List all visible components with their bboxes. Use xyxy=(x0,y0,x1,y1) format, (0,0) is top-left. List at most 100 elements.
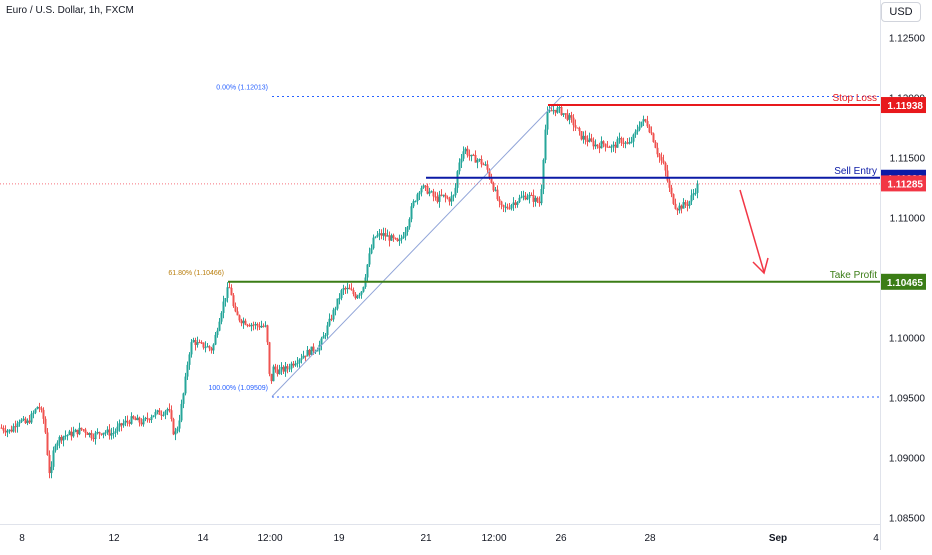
candle-body xyxy=(694,192,697,194)
candle-body xyxy=(614,144,617,148)
candle-body xyxy=(564,113,567,115)
candle-body xyxy=(596,144,599,147)
candle-body xyxy=(374,236,377,238)
candle-body xyxy=(390,235,393,241)
candle-body xyxy=(460,158,463,163)
candle-body xyxy=(528,194,531,198)
candle-body xyxy=(628,142,631,144)
candle-body xyxy=(302,355,305,359)
candle-body xyxy=(186,364,189,377)
candle-body xyxy=(278,369,281,375)
candle-body xyxy=(86,432,89,436)
candle-body xyxy=(392,235,395,238)
candle-body xyxy=(676,208,679,211)
candle-body xyxy=(512,202,515,206)
candle-body xyxy=(600,141,603,149)
fib-level-label: 0.00% (1.12013) xyxy=(216,85,268,92)
candle-body xyxy=(8,429,11,431)
price-tick-label: 1.09000 xyxy=(889,454,926,465)
candle-body xyxy=(384,233,387,237)
candle-body xyxy=(132,416,135,419)
candle-body xyxy=(646,120,649,127)
candle-body xyxy=(442,194,445,196)
candle-body xyxy=(672,194,675,204)
candle-body xyxy=(46,432,49,455)
candle-body xyxy=(40,408,43,410)
candle-body xyxy=(470,154,473,157)
candle-body xyxy=(686,204,689,206)
candle-body xyxy=(42,409,45,419)
candle-body xyxy=(230,287,233,296)
time-tick-label: 12:00 xyxy=(257,533,282,544)
candle-body xyxy=(114,431,117,433)
axis-layer: 1.125001.120001.115001.110001.105001.100… xyxy=(19,34,926,544)
currency-button[interactable]: USD xyxy=(881,2,921,22)
candle-body xyxy=(24,418,27,424)
candle-body xyxy=(256,324,259,326)
candle-body xyxy=(214,334,217,345)
candle-body xyxy=(338,298,341,300)
candle-body xyxy=(92,438,95,440)
candle-body xyxy=(238,315,241,321)
candle-body xyxy=(286,366,289,369)
candle-body xyxy=(532,195,535,202)
candle-body xyxy=(52,450,55,467)
candle-body xyxy=(250,324,253,327)
candle-body xyxy=(556,107,559,113)
candle-body xyxy=(518,197,521,203)
candle-body xyxy=(636,129,639,132)
candle-body xyxy=(284,366,287,372)
candle-body xyxy=(70,431,73,437)
candle-body xyxy=(674,203,677,209)
candle-body xyxy=(88,432,91,436)
candle-body xyxy=(134,418,137,421)
candle-body xyxy=(280,366,283,370)
candle-body xyxy=(130,416,133,424)
candle-body xyxy=(464,148,467,152)
candle-body xyxy=(276,369,279,375)
candle-body xyxy=(662,160,665,163)
candle-body xyxy=(78,427,81,435)
candle-body xyxy=(446,197,449,199)
candle-body xyxy=(552,109,555,111)
candle-body xyxy=(170,410,173,419)
candle-body xyxy=(580,131,583,140)
candle-body xyxy=(680,205,683,209)
candle-body xyxy=(90,432,93,439)
candle-body xyxy=(224,297,227,302)
candle-body xyxy=(282,366,285,372)
overlay-layer: 0.00% (1.12013) 61.80% (1.10466) 100.00% (… xyxy=(0,85,880,398)
candle-body xyxy=(424,185,427,187)
candle-body xyxy=(388,235,391,241)
fib-level-label: 100.00% (1.09509) xyxy=(208,385,268,392)
candle-body xyxy=(466,148,469,156)
candle-body xyxy=(498,199,501,202)
candle-body xyxy=(194,340,197,345)
candle-body xyxy=(64,435,67,437)
candle-body xyxy=(242,320,245,324)
candle-body xyxy=(94,432,97,440)
candle-body xyxy=(182,393,185,404)
candle-body xyxy=(358,294,361,296)
candle-body xyxy=(378,233,381,235)
candle-body xyxy=(478,159,481,161)
candle-body xyxy=(558,107,561,109)
candle-body xyxy=(10,429,13,432)
candle-body xyxy=(410,206,413,220)
candle-body xyxy=(632,134,635,142)
time-tick-label: 21 xyxy=(420,533,432,544)
candle-body xyxy=(248,325,251,327)
candle-body xyxy=(162,414,165,416)
candle-body xyxy=(234,306,237,312)
candle-body xyxy=(26,420,29,424)
candle-body xyxy=(436,196,439,202)
candle-body xyxy=(102,432,105,435)
candle-body xyxy=(308,349,311,355)
candle-body xyxy=(352,290,355,295)
candle-body xyxy=(546,111,549,130)
candle-body xyxy=(18,422,21,424)
candle-body xyxy=(480,159,483,165)
candle-body xyxy=(412,201,415,207)
fib-trend-line xyxy=(271,95,563,397)
